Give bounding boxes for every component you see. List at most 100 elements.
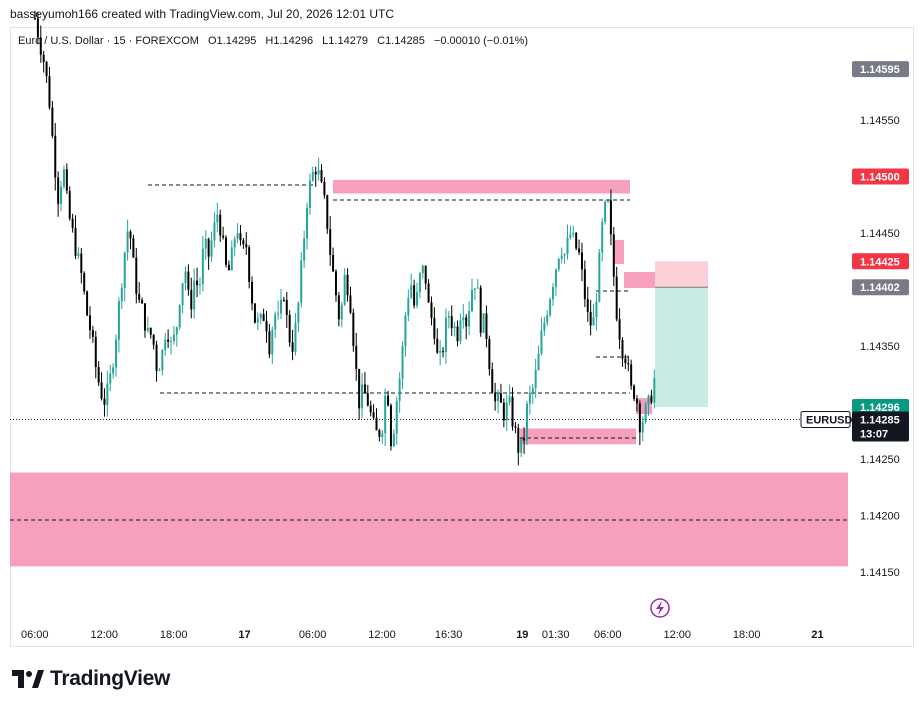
candle-body [306, 207, 309, 239]
candle-body [294, 322, 297, 352]
candle-body [479, 287, 482, 333]
candle-body [346, 274, 349, 296]
price-tag-label: 1.14296 [860, 402, 900, 414]
candle-body [523, 438, 526, 441]
candle-body [242, 240, 245, 245]
candle-body [589, 311, 592, 326]
price-tag-label: 1.14425 [860, 256, 900, 268]
x-tick-label: 06:00 [594, 629, 622, 641]
tradingview-brand[interactable]: TradingView [12, 667, 170, 691]
candle-body [83, 273, 86, 292]
candle-body [326, 195, 329, 230]
candle-body [265, 320, 268, 332]
candle-body [65, 169, 68, 191]
candle-body [607, 200, 610, 202]
candle-body [120, 288, 123, 302]
x-tick-label: 06:00 [299, 629, 327, 641]
candle-body [421, 265, 424, 274]
x-tick-label: 17 [238, 629, 250, 641]
candle-body [372, 412, 375, 418]
candle-body [141, 299, 144, 304]
y-tick-label: 1.14200 [860, 511, 900, 523]
candle-body [274, 314, 277, 330]
candle-body [355, 345, 358, 369]
candle-body [172, 334, 175, 341]
position-stop-area [655, 261, 708, 288]
legend-symbol[interactable]: Euro / U.S. Dollar · 15 · FOREXCOM [18, 35, 199, 47]
candle-body [300, 260, 303, 303]
candle-body [181, 283, 184, 306]
replay-icon[interactable] [650, 598, 670, 618]
candle-body [60, 186, 63, 204]
candle-body [74, 227, 77, 256]
x-tick-label: 21 [811, 629, 823, 641]
chart-frame[interactable] [10, 27, 914, 647]
candle-body [578, 248, 581, 253]
candle-body [222, 235, 225, 238]
candle-body [497, 393, 500, 402]
candle-body [138, 293, 141, 300]
zone-marker [636, 398, 652, 414]
candle-body [514, 426, 517, 428]
candle-body [473, 288, 476, 291]
price-tag [852, 279, 909, 296]
y-tick-label: 1.14150 [860, 567, 900, 579]
legend-change: −0.00010 (−0.01%) [433, 35, 529, 47]
candle-body [155, 344, 158, 371]
candle-body [337, 295, 340, 320]
candle-body [323, 181, 326, 196]
candle-body [635, 398, 638, 404]
candle-body [491, 369, 494, 393]
candle-body [612, 234, 615, 277]
candle-body [586, 299, 589, 312]
legend-high: H1.14296 [265, 35, 314, 47]
x-tick-label: 18:00 [733, 629, 761, 641]
candle-body [644, 404, 647, 422]
y-tick-label: 1.14550 [860, 115, 900, 127]
candle-body [352, 312, 355, 346]
candle-body [112, 367, 115, 374]
candle-body [184, 271, 187, 284]
candle-body [447, 316, 450, 318]
candle-body [650, 395, 653, 403]
candle-body [433, 317, 436, 339]
candle-body [256, 318, 259, 323]
candle-body [609, 200, 612, 235]
candle-body [557, 258, 560, 270]
candle-body [170, 340, 173, 342]
candle-body [508, 396, 511, 403]
candle-body [627, 363, 630, 365]
candle-body [57, 177, 60, 204]
candle-body [482, 313, 485, 333]
current-price-label: 1.14285 [860, 414, 900, 426]
zone-demand-mid [520, 428, 636, 445]
candle-body [358, 368, 361, 409]
candle-body [288, 314, 291, 343]
candle-body [334, 271, 337, 296]
candle-body [91, 330, 94, 337]
candle-body [395, 400, 398, 434]
candle-body [560, 255, 563, 259]
candle-body [424, 265, 427, 284]
candle-body [227, 264, 230, 271]
candle-body [68, 190, 71, 219]
candle-body [595, 301, 598, 318]
tradingview-logo-icon [12, 670, 44, 688]
candle-body [146, 327, 149, 331]
candle-body [517, 427, 520, 453]
candle-body [115, 339, 118, 368]
candle-body [291, 342, 294, 352]
candle-body [566, 237, 569, 255]
candle-body [549, 299, 552, 316]
candle-body [262, 313, 265, 321]
candle-body [103, 398, 106, 405]
candle-body [505, 402, 508, 421]
zone-marker [614, 240, 624, 264]
candle-body [100, 382, 103, 399]
candle-body [201, 248, 204, 285]
brand-name: TradingView [50, 667, 171, 690]
candle-body [117, 301, 120, 340]
candle-body [149, 327, 152, 335]
candle-body [161, 350, 164, 371]
